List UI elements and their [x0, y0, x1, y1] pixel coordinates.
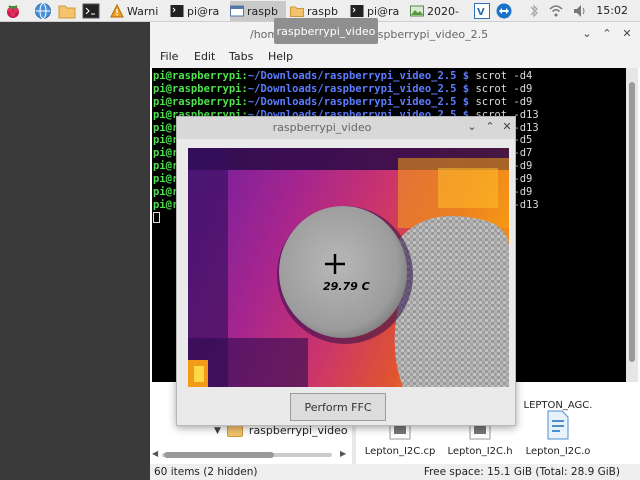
menu-tabs[interactable]: Tabs: [229, 50, 254, 63]
terminal-line: pi@raspberrypi:~/Downloads/raspberrypi_v…: [153, 70, 533, 82]
minimize-icon[interactable]: ⌄: [582, 27, 592, 40]
task-terminal-2[interactable]: pi@ra: [350, 1, 408, 21]
task-warning[interactable]: Warni: [110, 1, 166, 21]
wifi-icon[interactable]: [548, 3, 564, 19]
command-text: scrot -d4: [475, 70, 533, 82]
temperature-readout: 29.79 C: [323, 280, 370, 293]
text-cursor: [153, 212, 160, 224]
taskbar: Warni pi@ra raspb raspb pi@ra 2020- V 15…: [0, 0, 640, 22]
menu-edit[interactable]: Edit: [194, 50, 216, 63]
terminal-titlebar[interactable]: /home/pi/Downloads/raspberrypi_video_2.5…: [150, 22, 640, 46]
folder-icon: [290, 6, 304, 17]
terminal-cursor-line: [153, 212, 626, 225]
file-manager-folder-icon[interactable]: [58, 2, 76, 20]
scroll-left-icon[interactable]: ◀: [152, 449, 159, 458]
video-window: raspberrypi_video ⌄ ⌃ ✕: [176, 116, 516, 426]
file-name: Lepton_I2C.o: [525, 446, 591, 457]
video-titlebar[interactable]: raspberrypi_video ⌄ ⌃ ✕: [177, 117, 515, 139]
command-text: scrot -d9: [475, 82, 533, 95]
terminal-line: pi@raspberrypi:~/Downloads/raspberrypi_v…: [153, 95, 533, 108]
tree-item-label: raspberrypi_video: [248, 424, 348, 437]
prompt-user: pi@raspberrypi: [153, 70, 242, 82]
browser-globe-icon[interactable]: [34, 2, 52, 20]
menu-help[interactable]: Help: [268, 50, 294, 63]
video-window-title: raspberrypi_video: [272, 121, 372, 134]
vnc-icon[interactable]: V: [474, 3, 490, 19]
file-item-lepton-i2c-o[interactable]: Lepton_I2C.o: [518, 410, 598, 457]
svg-text:V: V: [477, 7, 485, 18]
task-terminal-1[interactable]: pi@ra: [170, 1, 228, 21]
warning-icon: [110, 4, 124, 18]
command-text: scrot -d9: [475, 95, 533, 108]
prompt-user: pi@raspberrypi: [153, 95, 242, 108]
task-label: raspb: [307, 4, 338, 18]
scrollbar-thumb[interactable]: [629, 82, 635, 362]
file-manager-statusbar: 60 items (2 hidden) Free space: 15.1 GiB…: [150, 464, 640, 480]
free-space: Free space: 15.1 GiB (Total: 28.9 GiB): [423, 466, 620, 478]
prompt-path: ~/Downloads/raspberrypi_video_2.5: [247, 70, 457, 82]
image-icon: [410, 5, 424, 17]
prompt-path: ~/Downloads/raspberrypi_video_2.5: [247, 82, 457, 95]
terminal-scrollbar[interactable]: [626, 68, 638, 382]
terminal-line: pi@raspberrypi:~/Downloads/raspberrypi_v…: [153, 82, 533, 95]
prompt-path: ~/Downloads/raspberrypi_video_2.5: [247, 95, 457, 108]
task-label: Warni: [127, 4, 159, 18]
volume-icon[interactable]: [572, 3, 588, 19]
bluetooth-icon[interactable]: [526, 3, 542, 19]
perform-ffc-button[interactable]: Perform FFC: [290, 393, 386, 421]
teamviewer-icon[interactable]: [496, 3, 512, 19]
task-file-manager[interactable]: raspb: [290, 1, 346, 21]
file-name-line: LEPTON_AGC.: [523, 400, 593, 411]
close-icon[interactable]: ✕: [622, 27, 632, 40]
minimize-icon[interactable]: ⌄: [467, 120, 477, 133]
thermal-image: 29.79 C: [188, 148, 509, 387]
terminal-menubar: File Edit Tabs Help: [150, 46, 640, 68]
menu-file[interactable]: File: [160, 50, 179, 63]
maximize-icon[interactable]: ⌃: [485, 120, 495, 133]
task-label: pi@ra: [187, 4, 220, 18]
terminal-icon: [350, 5, 364, 17]
terminal-launcher-icon[interactable]: [82, 2, 100, 20]
task-label: raspb: [247, 4, 278, 18]
close-icon[interactable]: ✕: [502, 120, 512, 133]
task-image-viewer[interactable]: 2020-: [410, 1, 468, 21]
expand-arrow-icon[interactable]: ▼: [214, 425, 221, 436]
item-count: 60 items (2 hidden): [154, 466, 258, 478]
video-body: 29.79 C Perform FFC: [177, 139, 515, 425]
scroll-right-icon[interactable]: ▶: [340, 449, 347, 458]
taskbar-tooltip: raspberrypi_video: [274, 18, 378, 44]
tree-horizontal-scrollbar[interactable]: ◀ ▶: [152, 449, 350, 460]
file-name: Lepton_I2C.cp: [364, 446, 436, 457]
prompt-user: pi@raspberrypi: [153, 82, 242, 95]
raspberry-menu-icon[interactable]: [4, 2, 22, 20]
scrollbar-thumb[interactable]: [164, 452, 274, 458]
window-icon: [230, 5, 244, 17]
task-label: pi@ra: [367, 4, 400, 18]
maximize-icon[interactable]: ⌃: [602, 27, 612, 40]
object-file-icon: [547, 410, 569, 440]
clock[interactable]: 15:02: [596, 4, 628, 17]
folder-icon: [226, 424, 243, 437]
terminal-icon: [170, 5, 184, 17]
file-name: Lepton_I2C.h: [447, 446, 513, 457]
task-video-window[interactable]: raspb: [230, 1, 286, 21]
task-label: 2020-: [427, 4, 459, 18]
